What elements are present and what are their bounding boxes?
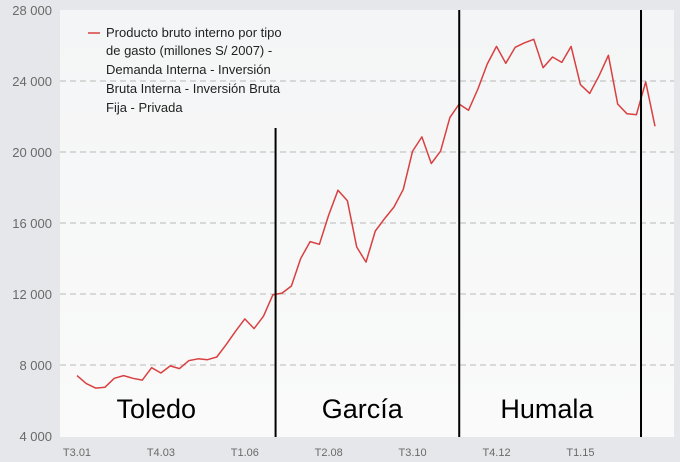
legend-line: Fija - Privada	[106, 100, 183, 115]
x-tick-label: T1.06	[231, 447, 259, 459]
y-tick-label: 24 000	[12, 74, 52, 89]
y-tick-label: 4 000	[19, 429, 52, 444]
y-axis-ticks: 4 000 8 000 12 000 16 000 20 000 24 000 28 000	[12, 3, 52, 444]
x-tick-label: T4.03	[147, 447, 175, 459]
legend: Producto bruto interno por tipo de gasto…	[88, 25, 282, 115]
y-tick-label: 28 000	[12, 3, 52, 18]
series-layer	[76, 38, 656, 389]
y-tick-label: 16 000	[12, 216, 52, 231]
y-tick-label: 12 000	[12, 287, 52, 302]
x-tick-label: T2.08	[315, 447, 343, 459]
y-tick-label: 8 000	[19, 358, 52, 373]
y-tick-label: 20 000	[12, 145, 52, 160]
legend-line: Producto bruto interno por tipo	[106, 25, 282, 40]
era-label: Humala	[500, 394, 594, 424]
series-line	[76, 38, 656, 389]
legend-line: Bruta Interna - Inversión Bruta	[106, 81, 281, 96]
era-label: Toledo	[116, 394, 196, 424]
x-axis-ticks: T3.01 T4.03 T1.06 T2.08 T3.10 T4.12 T1.15	[63, 447, 595, 459]
legend-line: Demanda Interna - Inversión	[106, 62, 271, 77]
x-tick-label: T4.12	[482, 447, 510, 459]
x-tick-label: T3.10	[399, 447, 427, 459]
era-labels: Toledo García Humala	[116, 394, 594, 424]
x-tick-label: T3.01	[63, 447, 91, 459]
x-tick-label: T1.15	[566, 447, 594, 459]
legend-line: de gasto (millones S/ 2007) -	[106, 43, 272, 58]
era-dividers	[274, 10, 643, 437]
gridlines	[60, 80, 674, 366]
era-label: García	[322, 394, 404, 424]
